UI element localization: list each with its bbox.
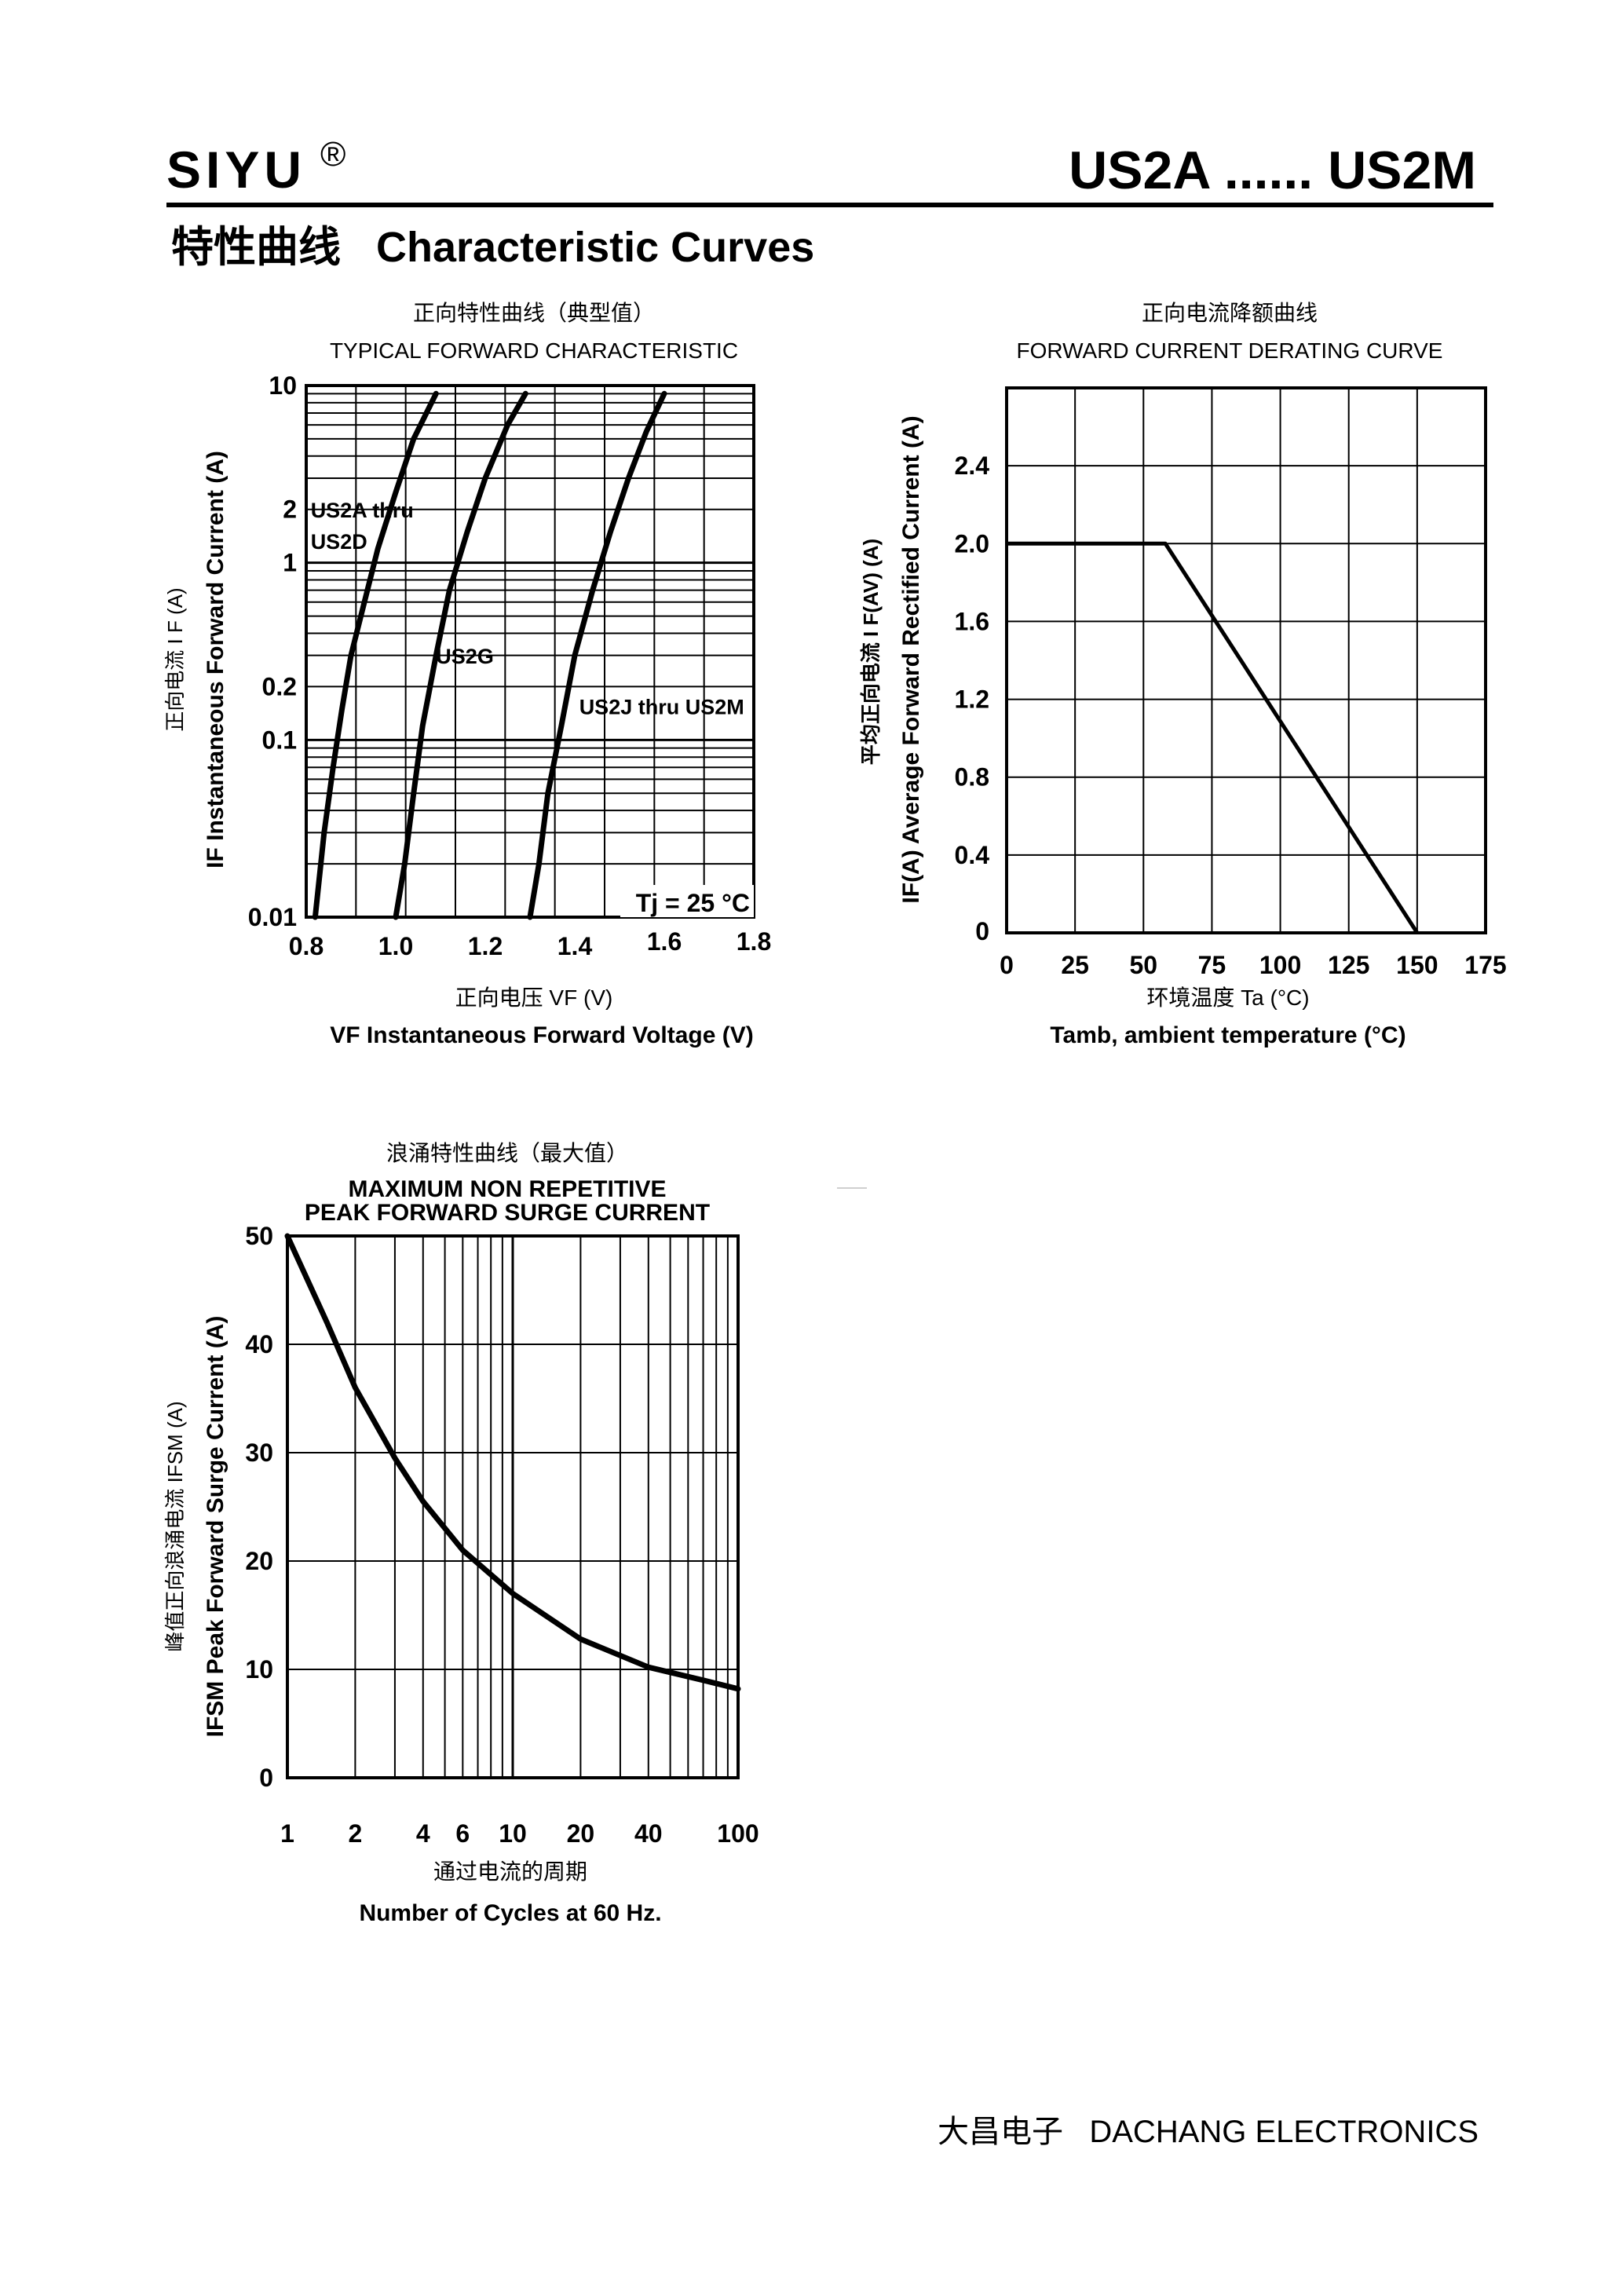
series-label: US2G [436,645,494,668]
data-series [1007,541,1419,934]
x-tick-label: 40 [634,1819,663,1848]
registered-mark: ® [320,135,351,174]
x-tick-label: 20 [567,1819,595,1848]
chart-title: FORWARD CURRENT DERATING CURVE [1017,338,1443,363]
plot-frame [286,1234,740,1779]
derating-curve-chart: 正向电流降额曲线 FORWARD CURRENT DERATING CURVE … [859,301,1507,1048]
y-tick-labels: 10 2 1 0.2 0.1 0.01 [248,371,297,931]
surge-current-chart: 浪涌特性曲线（最大值） MAXIMUM NON REPETITIVE PEAK … [163,1141,759,1926]
x-axis-label-cn: 通过电流的周期 [433,1859,587,1884]
y-tick-label: 20 [245,1547,273,1575]
forward-characteristic-chart: 正向特性曲线（典型值） TYPICAL FORWARD CHARACTERIST… [163,301,771,1048]
y-tick-label: 2 [283,495,297,524]
chart-grid [287,1236,738,1778]
y-axis-label: IF Instantaneous Forward Current (A) [203,451,228,868]
brand-name: SIYU [166,141,307,199]
x-tick-label: 125 [1328,951,1369,979]
chart-title: TYPICAL FORWARD CHARACTERISTIC [330,338,738,363]
temperature-annotation: Tj = 25 °C [636,889,750,917]
y-tick-label: 10 [269,371,297,400]
x-tick-labels: 0.8 1.0 1.2 1.4 1.6 1.8 [289,927,771,960]
x-tick-label: 1.8 [737,927,771,956]
y-tick-label: 2.0 [955,529,989,558]
x-axis-label: Number of Cycles at 60 Hz. [359,1900,661,1926]
brand-logo: SIYU ® [166,135,345,199]
y-tick-labels: 0 10 20 30 40 50 [245,1222,273,1792]
x-tick-label: 1.2 [468,932,503,960]
y-tick-label: 1.2 [955,686,989,714]
chart-grid [306,386,754,917]
x-tick-label: 4 [416,1819,430,1848]
chart-grid [1007,388,1486,933]
chart-title-line-1: MAXIMUM NON REPETITIVE [348,1176,666,1202]
data-series [284,1233,741,1692]
y-tick-label: 0.01 [248,903,297,931]
x-tick-label: 0 [1000,951,1014,979]
x-tick-label: 75 [1198,951,1226,979]
data-series: US2A thru US2D US2G US2J thru US2M [311,390,744,920]
y-axis-label: IFSM Peak Forward Surge Current (A) [203,1316,228,1738]
x-tick-label: 25 [1061,951,1089,979]
chart-title-cn: 浪涌特性曲线（最大值） [386,1141,628,1165]
series-label: US2A thru [311,499,414,522]
y-tick-labels: 0 0.4 0.8 1.2 1.6 2.0 2.4 [955,452,990,945]
page-header: SIYU ® US2A ...... US2M [166,132,1476,210]
y-axis-label-cn: 正向电流 I F (A) [163,587,187,731]
series-line-2 [393,390,528,920]
x-axis-label-cn: 正向电压 VF (V) [455,985,613,1010]
model-range: US2A ...... US2M [1069,141,1476,200]
y-tick-label: 0.2 [262,672,297,700]
plot-frame [1005,386,1487,934]
y-tick-label: 2.4 [955,452,990,480]
y-tick-label: 0.4 [955,841,990,869]
y-tick-label: 40 [245,1330,273,1358]
chart-title-cn: 正向电流降额曲线 [1142,301,1318,325]
x-axis-label-cn: 环境温度 Ta (°C) [1146,985,1309,1010]
y-tick-label: 50 [245,1222,273,1250]
x-tick-label: 2 [348,1819,362,1848]
footer-company: 大昌电子 DACHANG ELECTRONICS [938,2115,1479,2149]
x-tick-label: 175 [1464,951,1506,979]
series-label: US2D [311,530,367,554]
derating-line [1007,541,1419,934]
x-tick-label: 6 [455,1819,470,1848]
chart-title-cn: 正向特性曲线（典型值） [413,301,655,325]
x-axis-label: Tamb, ambient temperature (°C) [1050,1022,1406,1048]
y-tick-label: 0 [975,917,989,945]
x-tick-label: 100 [1259,951,1301,979]
y-tick-label: 0.8 [955,763,989,792]
x-tick-label: 1.0 [378,932,413,960]
x-tick-labels: 0 25 50 75 100 125 150 175 [1000,951,1507,979]
x-tick-label: 1 [280,1819,294,1848]
x-tick-label: 50 [1129,951,1157,979]
x-axis-label: VF Instantaneous Forward Voltage (V) [330,1022,754,1048]
series-line-1 [312,390,439,920]
series-label: US2J thru US2M [579,695,744,718]
surge-curve [284,1233,741,1692]
header-rule [166,203,1493,207]
y-axis-label: IF(A) Average Forward Rectified Current … [898,415,924,903]
x-tick-label: 1.4 [557,932,593,960]
y-tick-label: 0 [259,1764,273,1792]
series-line-3 [527,390,667,920]
chart-title-line-2: PEAK FORWARD SURGE CURRENT [305,1200,710,1226]
section-title: 特性曲线 Characteristic Curves [171,224,815,271]
y-axis-label-cn: 平均正向电流 I F(AV) (A) [859,539,883,765]
x-tick-label: 100 [717,1819,758,1848]
x-tick-labels: 1 2 4 6 10 20 40 100 [280,1819,759,1848]
y-tick-label: 1 [283,549,297,577]
x-tick-label: 0.8 [289,932,324,960]
x-tick-label: 1.6 [647,927,682,956]
scan-mark [837,1187,867,1189]
y-tick-label: 10 [245,1655,273,1684]
y-tick-label: 0.1 [262,726,297,754]
y-axis-label-cn: 峰值正向浪涌电流 IFSM (A) [163,1401,187,1651]
y-tick-label: 30 [245,1439,273,1467]
plot-frame [305,384,755,919]
x-tick-label: 150 [1396,951,1438,979]
y-tick-label: 1.6 [955,607,989,635]
annotation-box [620,885,754,917]
x-tick-label: 10 [499,1819,527,1848]
